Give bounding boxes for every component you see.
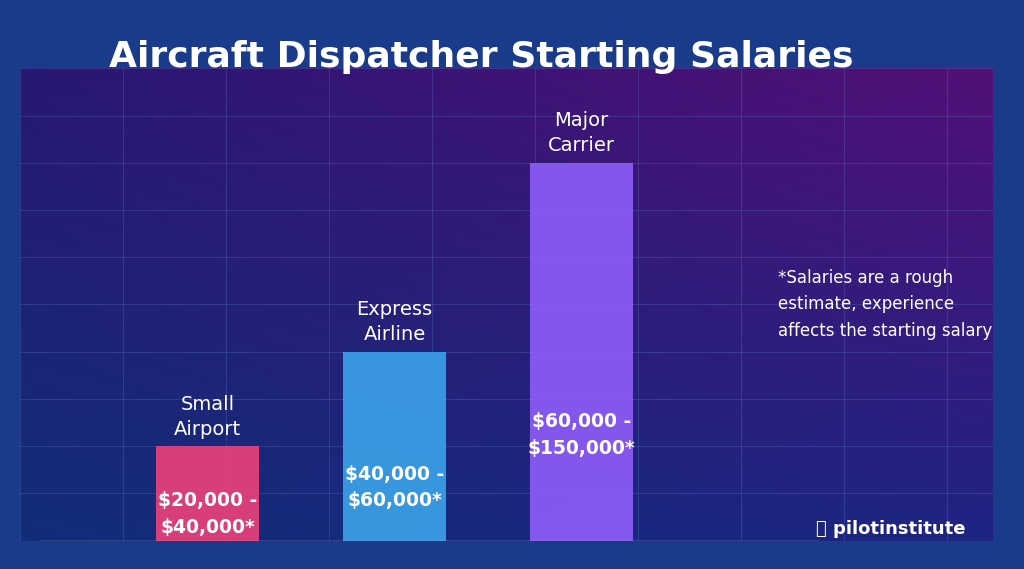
- Bar: [343, 352, 446, 541]
- Text: $60,000 -
$150,000*: $60,000 - $150,000*: [528, 412, 636, 457]
- Text: Aircraft Dispatcher Starting Salaries: Aircraft Dispatcher Starting Salaries: [109, 40, 854, 74]
- Text: $20,000 -
$40,000*: $20,000 - $40,000*: [158, 492, 257, 537]
- Text: $40,000 -
$60,000*: $40,000 - $60,000*: [345, 465, 444, 510]
- Text: Major
Carrier: Major Carrier: [548, 111, 615, 155]
- Text: Small
Airport: Small Airport: [174, 394, 241, 439]
- Bar: [530, 163, 633, 541]
- Bar: [156, 446, 259, 541]
- Text: *Salaries are a rough
estimate, experience
affects the starting salary: *Salaries are a rough estimate, experien…: [778, 269, 992, 340]
- Text: ⛵ pilotinstitute: ⛵ pilotinstitute: [816, 520, 966, 538]
- Text: Express
Airline: Express Airline: [356, 300, 433, 344]
